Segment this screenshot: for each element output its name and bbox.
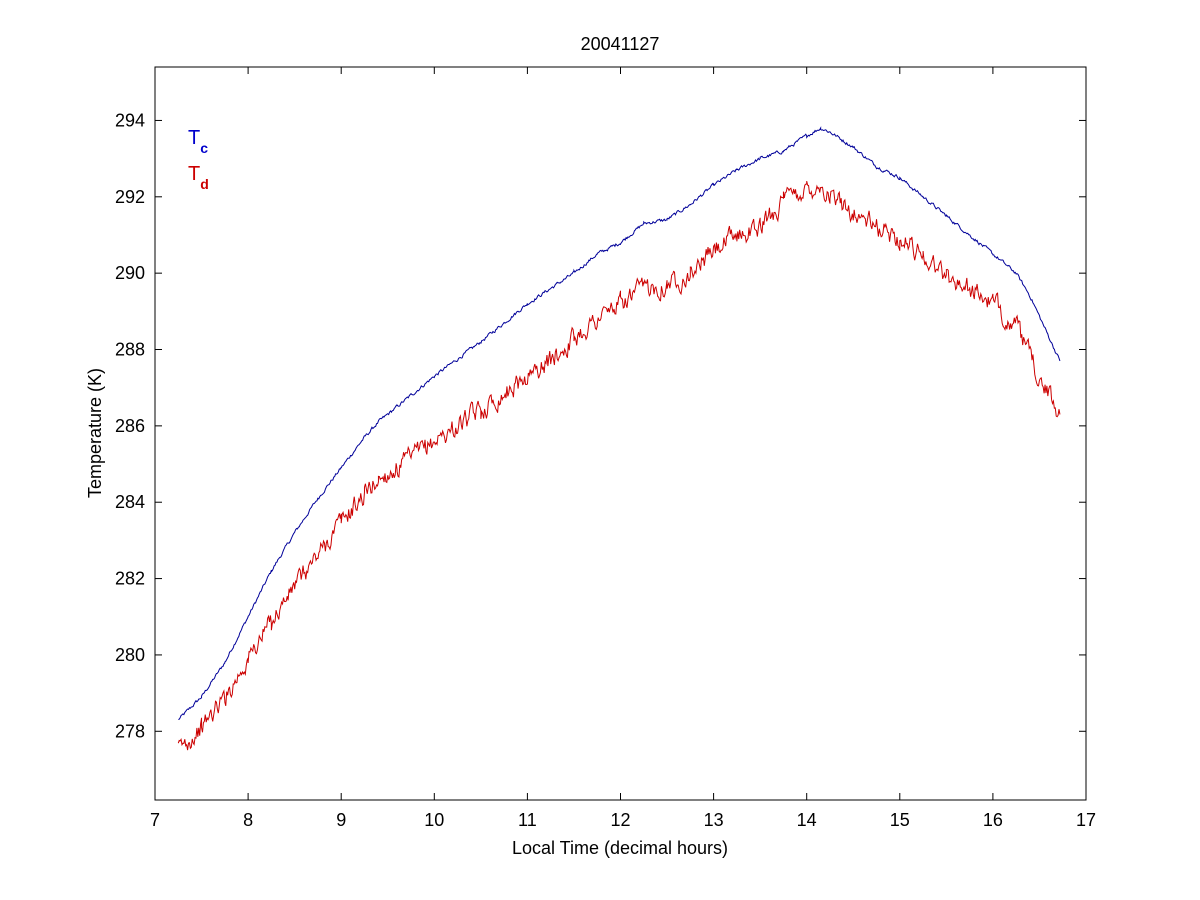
y-tick-label: 292 (115, 187, 145, 207)
x-tick-label: 14 (797, 810, 817, 830)
legend-entry-tc-sub: c (200, 140, 208, 156)
y-tick-label: 278 (115, 721, 145, 741)
y-axis-label: Temperature (K) (85, 368, 105, 498)
y-tick-label: 290 (115, 263, 145, 283)
legend-entry-td: Td (188, 163, 209, 192)
x-axis-label: Local Time (decimal hours) (512, 838, 728, 858)
legend-entry-tc: Tc (188, 127, 208, 156)
series-layer (177, 126, 1061, 751)
legend-entry-td-sub: d (200, 176, 209, 192)
x-tick-label: 12 (610, 810, 630, 830)
series-line-0 (178, 126, 1061, 720)
legend-entry-tc-base: T (188, 127, 200, 149)
y-tick-label: 280 (115, 645, 145, 665)
x-tick-label: 7 (150, 810, 160, 830)
x-tick-label: 13 (704, 810, 724, 830)
y-tick-label: 288 (115, 340, 145, 360)
x-axis-ticks: 7 8 9 10 11 12 13 14 15 16 17 (150, 67, 1096, 830)
legend-entry-td-base: T (188, 163, 200, 185)
x-tick-label: 9 (336, 810, 346, 830)
y-tick-label: 294 (115, 110, 145, 130)
series-line-1 (177, 180, 1061, 751)
x-tick-label: 8 (243, 810, 253, 830)
x-tick-label: 15 (890, 810, 910, 830)
legend: Tc Td (188, 127, 209, 192)
y-axis-ticks: 278 280 282 284 286 288 290 292 294 (115, 110, 1086, 741)
x-tick-label: 17 (1076, 810, 1096, 830)
x-tick-label: 11 (518, 810, 537, 830)
x-tick-label: 10 (424, 810, 444, 830)
x-tick-label: 16 (983, 810, 1003, 830)
y-tick-label: 286 (115, 416, 145, 436)
y-tick-label: 284 (115, 492, 145, 512)
y-tick-label: 282 (115, 569, 145, 589)
chart-title: 20041127 (581, 34, 660, 54)
